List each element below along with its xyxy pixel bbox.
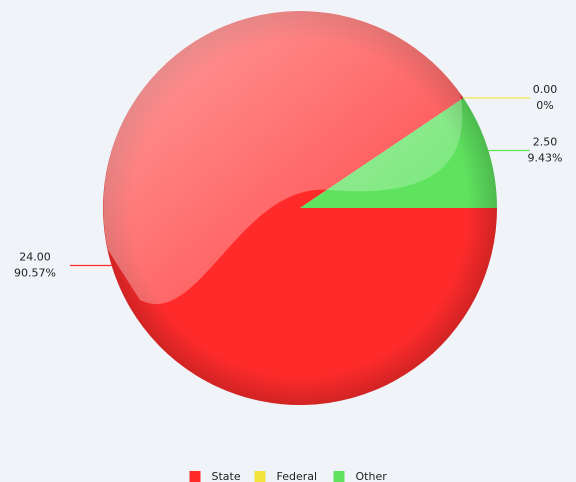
legend-label: Other [356,470,388,482]
legend-swatch [189,471,201,482]
legend-label: Federal [277,470,318,482]
percent-label: 90.57% [14,267,56,280]
legend-swatch [333,471,345,482]
percent-label: 9.43% [528,151,563,164]
percent-label: 0% [536,99,553,112]
legend-label: State [212,470,241,482]
value-label: 24.00 [19,251,51,264]
legend-swatch [254,471,266,482]
value-label: 0.00 [533,83,558,96]
value-label: 2.50 [533,135,558,148]
pie-gloss [103,10,463,305]
